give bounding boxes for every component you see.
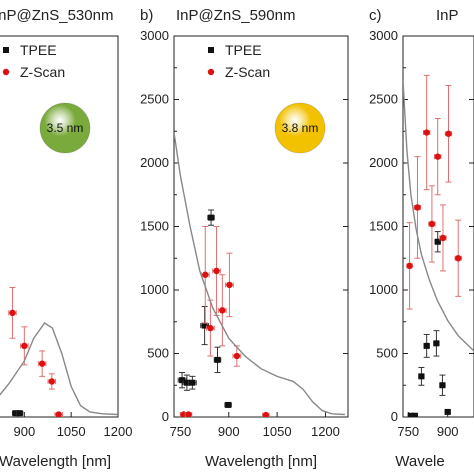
plot-area: [174, 132, 345, 417]
plot-frame: [0, 35, 119, 418]
size-badge: [274, 102, 326, 154]
panel-3: 0 500 1000 1500 2000 2500 3000 750 900 Wavele InP c…: [369, 7, 474, 470]
panel-title: InP@ZnS_590nm: [176, 7, 295, 24]
legend-label: Z-Scan: [20, 64, 65, 80]
tpee-point: [16, 410, 23, 417]
legend: TPEE Z-Scan: [2, 42, 65, 80]
x-tick-label: 1050: [263, 424, 292, 439]
x-tick-label: 900: [437, 424, 459, 439]
legend-label: TPEE: [225, 42, 262, 58]
tpee-point: [189, 379, 196, 386]
zscan-point: [55, 411, 62, 417]
zscan-point: [439, 234, 447, 242]
size-badge: [39, 102, 91, 154]
tpee-point: [225, 401, 232, 408]
absorption-curve: [174, 132, 345, 416]
tpee-point: [12, 410, 19, 417]
zscan-point: [428, 220, 436, 228]
x-tick-label: 900: [218, 424, 240, 439]
y-tick-label: 500: [376, 346, 398, 361]
y-tick-label: 1500: [369, 219, 398, 234]
legend-label: Z-Scan: [225, 64, 270, 80]
legend-marker-circle: [2, 68, 10, 76]
x-tick-label: 1050: [57, 424, 86, 439]
x-tick-label: 750: [170, 424, 192, 439]
zscan-point: [38, 360, 46, 367]
tpee-point: [439, 382, 446, 389]
zscan-point: [445, 130, 452, 137]
zscan-point: [233, 352, 241, 360]
y-tick-label: 2000: [140, 155, 169, 170]
legend-marker-square: [3, 47, 9, 53]
x-tick-label: 1200: [311, 424, 340, 439]
tpee-point: [201, 322, 208, 329]
tpee-point: [208, 214, 215, 221]
panel-2: 0 500 1000 1500 2000 2500 3000 750 900 1050 1200 Wa…: [140, 7, 349, 470]
legend: TPEE Z-Scan: [207, 42, 270, 80]
zscan-point: [207, 324, 214, 332]
tpee-point: [418, 373, 425, 380]
y-tick-label: 1000: [140, 282, 169, 297]
tpee-point: [444, 408, 451, 415]
zscan-point: [202, 271, 209, 278]
panel-title: InP: [436, 7, 459, 24]
y-tick-label: 1500: [140, 219, 169, 234]
y-tick-label: 3000: [369, 28, 398, 43]
x-tick-label: 900: [13, 424, 35, 439]
y-tick-label: 0: [391, 409, 398, 424]
tpee-point: [407, 412, 414, 417]
x-tick-label: 1200: [104, 424, 133, 439]
panel-label: c): [369, 7, 382, 24]
tpee-point: [411, 412, 418, 417]
x-tick-label: 750: [397, 424, 419, 439]
y-tick-label: 2000: [369, 155, 398, 170]
tpee-point: [433, 340, 440, 347]
tpee-point: [423, 342, 430, 349]
zscan-point: [406, 262, 413, 270]
plot-frame: [402, 35, 474, 418]
zscan-point: [213, 267, 220, 275]
plot-area: [0, 286, 118, 417]
zscan-point: [455, 255, 462, 262]
y-tick-label: 0: [162, 409, 169, 424]
zscan-point: [21, 342, 28, 350]
zscan-point: [9, 309, 16, 317]
panel-title: InP@ZnS_530nm: [0, 7, 113, 24]
zscan-point: [48, 378, 56, 385]
panel-label: b): [140, 7, 153, 24]
tpee-point: [434, 238, 441, 245]
absorption-curve: [403, 80, 474, 352]
legend-marker-circle: [207, 68, 215, 76]
panel-1: 900 1050 1200 Wavelength [nm] InP@ZnS_530nm T…: [0, 7, 132, 470]
plot-area: [403, 74, 474, 417]
zscan-point: [423, 129, 430, 136]
tpee-point: [179, 377, 186, 384]
tpee-point: [183, 379, 190, 386]
y-tick-label: 2500: [369, 92, 398, 107]
zscan-point: [262, 411, 270, 417]
y-tick-label: 500: [147, 346, 169, 361]
y-tick-label: 3000: [140, 28, 169, 43]
zscan-point: [226, 281, 233, 289]
x-axis-title: Wavelength [nm]: [0, 453, 111, 470]
legend-label: TPEE: [20, 42, 57, 58]
tpee-point: [214, 356, 221, 363]
x-axis-title: Wavele: [395, 453, 444, 470]
y-tick-label: 1000: [369, 282, 398, 297]
size-badge-label: 3.8 nm: [282, 121, 319, 135]
zscan-point: [219, 307, 226, 314]
size-badge-label: 3.5 nm: [47, 121, 84, 135]
absorption-curve: [0, 322, 118, 416]
zscan-point: [434, 153, 441, 160]
zscan-point: [414, 204, 421, 211]
y-tick-label: 2500: [140, 92, 169, 107]
legend-marker-square: [208, 47, 214, 53]
x-axis-title: Wavelength [nm]: [205, 453, 317, 470]
plot-frame: [173, 35, 349, 418]
zscan-point: [185, 411, 192, 417]
